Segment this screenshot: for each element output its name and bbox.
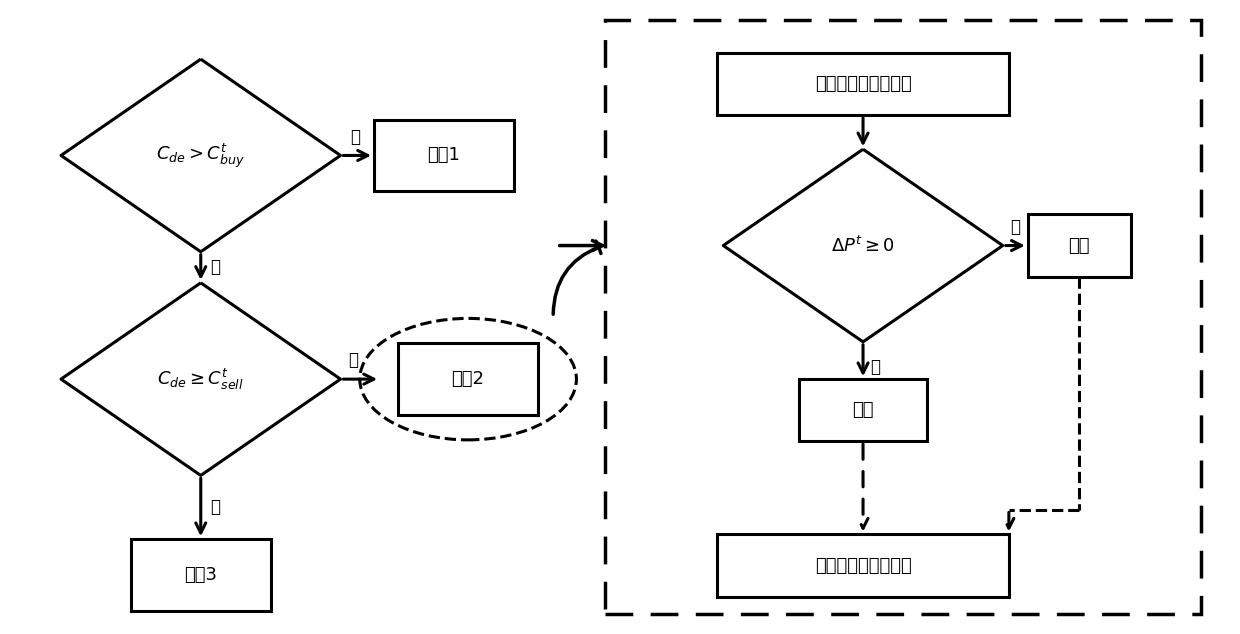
Text: $C_{de} \geq C_{sell}^{t}$: $C_{de} \geq C_{sell}^{t}$ — [157, 366, 244, 392]
Bar — [1028, 214, 1131, 276]
Text: 是: 是 — [350, 128, 361, 146]
FancyArrowPatch shape — [553, 241, 601, 314]
Text: 方样2: 方样2 — [451, 370, 485, 388]
Text: 柴油机二次调整动作: 柴油机二次调整动作 — [815, 557, 911, 574]
Bar — [717, 53, 1009, 115]
Bar — [131, 539, 270, 611]
Text: 方样3: 方样3 — [185, 566, 217, 584]
Bar — [605, 20, 1200, 614]
Bar — [800, 379, 926, 441]
Text: 否: 否 — [211, 258, 221, 276]
Bar — [374, 120, 513, 191]
Text: 方样1: 方样1 — [428, 146, 460, 164]
Text: 是: 是 — [1011, 218, 1021, 236]
Text: $C_{de} > C_{buy}^{t}$: $C_{de} > C_{buy}^{t}$ — [156, 141, 246, 170]
Text: 否: 否 — [870, 358, 880, 376]
Text: 缺失: 缺失 — [852, 401, 874, 419]
Text: 富余: 富余 — [1069, 236, 1090, 254]
Text: 柴油机一次预设动作: 柴油机一次预设动作 — [815, 75, 911, 93]
Text: $\Delta P^{t} \geq 0$: $\Delta P^{t} \geq 0$ — [831, 235, 895, 256]
Bar — [398, 344, 538, 415]
Bar — [717, 534, 1009, 597]
Text: 是: 是 — [347, 351, 358, 370]
Text: 否: 否 — [211, 498, 221, 516]
